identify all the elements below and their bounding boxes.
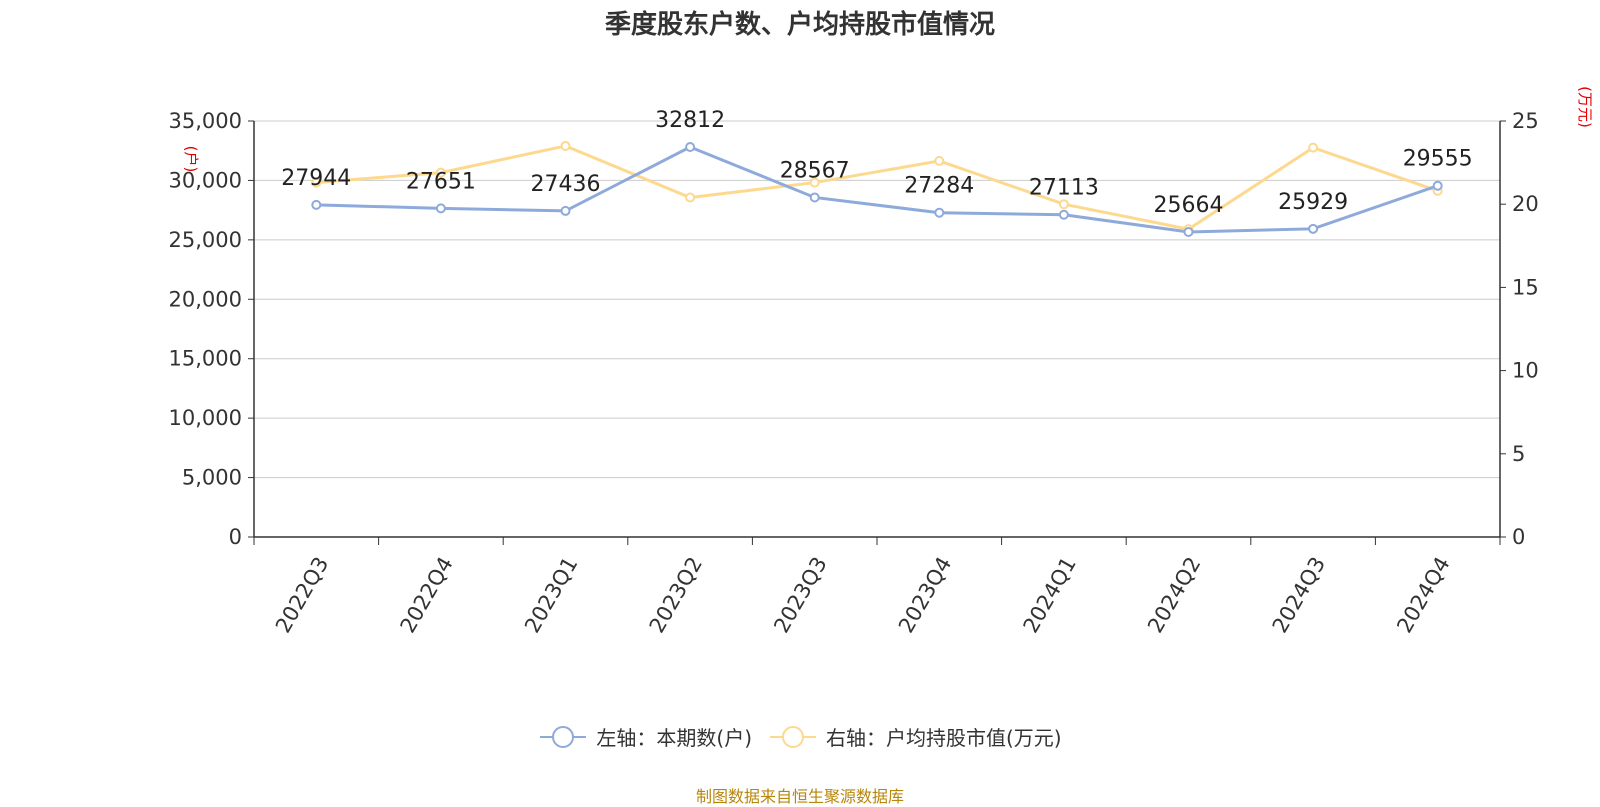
point-right-series xyxy=(1058,199,1069,210)
legend-item-left-series[interactable]: 左轴：本期数(户) xyxy=(538,722,752,751)
legend: 左轴：本期数(户) 右轴：户均持股市值(万元) xyxy=(0,722,1600,751)
y-left-tick-label: 15,000 xyxy=(169,347,242,371)
legend-line-circle-icon xyxy=(770,725,816,748)
data-label: 27436 xyxy=(531,172,601,197)
data-label: 32812 xyxy=(655,108,725,133)
y-right-unit-label: (万元) xyxy=(1576,86,1594,128)
data-label: 27651 xyxy=(406,169,476,194)
y-left-tick-label: 30,000 xyxy=(169,168,242,192)
data-label: 25929 xyxy=(1278,190,1348,215)
point-right-series xyxy=(311,177,322,188)
y-left-unit-label: (户) xyxy=(182,146,200,173)
x-tick-label: 2022Q4 xyxy=(396,553,458,637)
x-tick-label: 2024Q2 xyxy=(1143,553,1205,637)
point-left-series xyxy=(435,203,446,214)
y-right-tick-label: 0 xyxy=(1512,525,1525,549)
point-right-series xyxy=(1308,142,1319,153)
point-left-series xyxy=(809,192,820,203)
y-left-tick-label: 5,000 xyxy=(182,466,242,490)
data-label: 25664 xyxy=(1154,193,1224,218)
data-label: 27944 xyxy=(281,166,351,191)
point-left-series xyxy=(560,205,571,216)
y-left-tick-label: 35,000 xyxy=(169,109,242,133)
data-label: 27284 xyxy=(904,174,974,199)
x-tick-label: 2024Q3 xyxy=(1268,553,1330,637)
point-right-series xyxy=(435,167,446,178)
data-label: 29555 xyxy=(1403,147,1473,172)
y-right-tick-label: 10 xyxy=(1512,359,1539,383)
y-left-tick-label: 10,000 xyxy=(169,406,242,430)
y-right-tick-label: 20 xyxy=(1512,192,1539,216)
series-line-right xyxy=(316,144,1439,231)
series-line-left xyxy=(316,145,1439,234)
legend-item-right-series[interactable]: 右轴：户均持股市值(万元) xyxy=(768,722,1062,751)
data-label: 27113 xyxy=(1029,176,1099,201)
point-left-series xyxy=(934,207,945,218)
y-left-tick-label: 0 xyxy=(229,525,242,549)
y-right-tick-label: 15 xyxy=(1512,275,1539,299)
y-left-tick-label: 20,000 xyxy=(169,287,242,311)
y-right-tick-label: 5 xyxy=(1512,442,1525,466)
x-tick-label: 2023Q3 xyxy=(769,553,831,637)
point-left-series xyxy=(311,199,322,210)
y-right-tick-label: 25 xyxy=(1512,109,1539,133)
point-right-series xyxy=(685,192,696,203)
x-tick-label: 2023Q4 xyxy=(894,553,956,637)
legend-line-circle-icon xyxy=(540,725,587,748)
x-tick-label: 2024Q4 xyxy=(1392,553,1454,637)
point-right-series xyxy=(934,155,945,166)
legend-label-right-series: 右轴：户均持股市值(万元) xyxy=(826,726,1062,750)
data-label: 28567 xyxy=(780,158,850,183)
point-right-series xyxy=(809,177,820,188)
source-note: 制图数据来自恒生聚源数据库 xyxy=(695,787,904,806)
x-tick-label: 2022Q3 xyxy=(271,553,333,637)
x-tick-label: 2023Q1 xyxy=(520,553,582,637)
point-left-series xyxy=(1183,226,1194,237)
point-right-series xyxy=(560,140,571,151)
point-left-series xyxy=(1058,209,1069,220)
x-tick-label: 2024Q1 xyxy=(1019,553,1081,637)
point-left-series xyxy=(685,142,696,153)
y-left-tick-label: 25,000 xyxy=(169,228,242,252)
point-left-series xyxy=(1432,180,1443,191)
legend-label-left-series: 左轴：本期数(户) xyxy=(596,726,752,750)
point-left-series xyxy=(1308,223,1319,234)
chart-title: 季度股东户数、户均持股市值情况 xyxy=(604,10,995,40)
x-tick-label: 2023Q2 xyxy=(645,553,707,637)
